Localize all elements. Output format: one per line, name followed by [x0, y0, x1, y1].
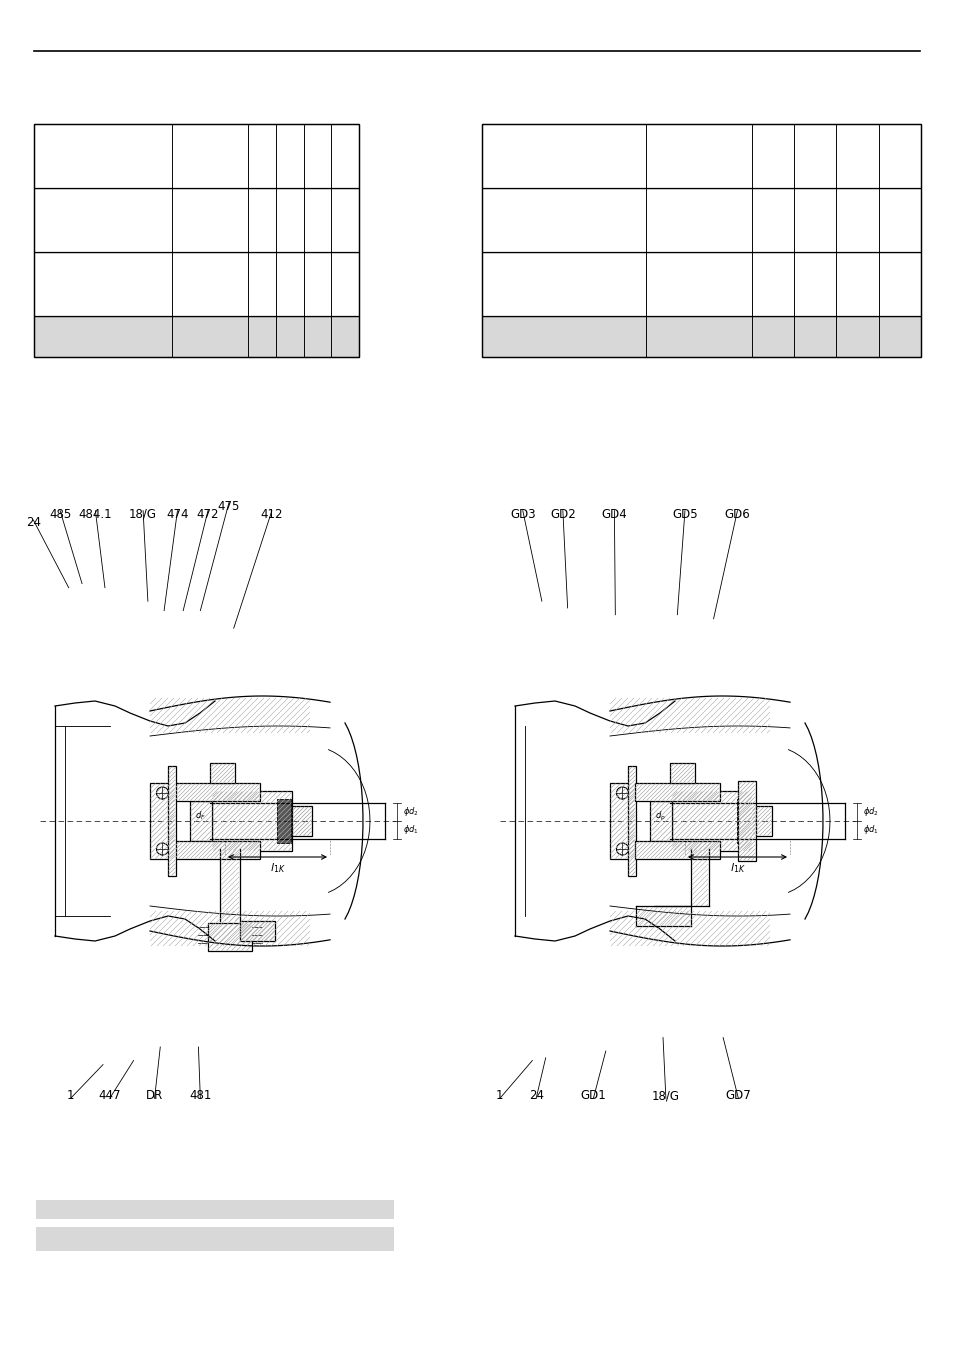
Text: 472: 472 — [196, 508, 219, 521]
Circle shape — [156, 788, 169, 798]
Text: 18/G: 18/G — [651, 1089, 679, 1102]
Text: 24: 24 — [528, 1089, 543, 1102]
Bar — [635, 784, 720, 801]
Bar — [481, 124, 920, 357]
Text: 447: 447 — [98, 1089, 121, 1102]
Bar — [738, 781, 755, 861]
Bar — [669, 763, 695, 784]
Bar — [737, 798, 750, 843]
Text: GD6: GD6 — [724, 508, 749, 521]
Bar — [751, 807, 771, 836]
Circle shape — [156, 843, 169, 855]
Text: 24: 24 — [26, 516, 41, 530]
Text: 412: 412 — [260, 508, 283, 521]
Text: GD4: GD4 — [601, 508, 626, 521]
Bar — [150, 784, 174, 859]
Bar — [649, 801, 671, 842]
Bar — [34, 124, 358, 357]
Bar — [34, 316, 358, 357]
Bar — [34, 188, 358, 253]
Bar — [190, 801, 212, 842]
Text: $l_{1K}$: $l_{1K}$ — [729, 861, 744, 875]
Text: 475: 475 — [217, 500, 240, 513]
Circle shape — [616, 843, 628, 855]
Text: 481: 481 — [189, 1089, 212, 1102]
Text: GD5: GD5 — [672, 508, 697, 521]
Bar — [481, 316, 920, 357]
Text: 485: 485 — [49, 508, 71, 521]
Text: 484.1: 484.1 — [78, 508, 112, 521]
Bar — [34, 124, 358, 188]
Bar — [292, 807, 312, 836]
Text: DR: DR — [146, 1089, 163, 1102]
Bar — [212, 790, 292, 851]
Bar — [208, 923, 252, 951]
Text: 1: 1 — [496, 1089, 503, 1102]
Text: $\phi d_1$: $\phi d_1$ — [402, 824, 418, 836]
Bar — [481, 253, 920, 316]
Text: 1: 1 — [67, 1089, 74, 1102]
Bar — [276, 798, 291, 843]
Bar — [627, 766, 636, 875]
Bar — [671, 790, 751, 851]
Bar — [210, 763, 234, 784]
Bar — [174, 842, 260, 859]
Text: $\phi d_2$: $\phi d_2$ — [862, 805, 878, 819]
Bar — [481, 124, 920, 188]
Text: $d_p$: $d_p$ — [654, 809, 664, 823]
Text: $l_{1K}$: $l_{1K}$ — [270, 861, 285, 875]
Text: 18/G: 18/G — [129, 508, 157, 521]
Bar — [34, 253, 358, 316]
Text: $\phi d_1$: $\phi d_1$ — [862, 824, 878, 836]
Bar — [36, 1227, 394, 1251]
Text: $\phi d_2$: $\phi d_2$ — [402, 805, 418, 819]
Text: GD1: GD1 — [580, 1089, 605, 1102]
Text: GD3: GD3 — [510, 508, 535, 521]
Text: 474: 474 — [166, 508, 189, 521]
Bar — [168, 766, 175, 875]
Bar — [481, 188, 920, 253]
Text: GD2: GD2 — [550, 508, 575, 521]
Bar — [174, 784, 260, 801]
Text: GD7: GD7 — [725, 1089, 750, 1102]
Bar — [36, 1200, 394, 1219]
Circle shape — [616, 788, 628, 798]
Bar — [240, 921, 274, 942]
Text: $d_F$: $d_F$ — [194, 809, 205, 823]
Bar — [609, 784, 635, 859]
Bar — [635, 842, 720, 859]
